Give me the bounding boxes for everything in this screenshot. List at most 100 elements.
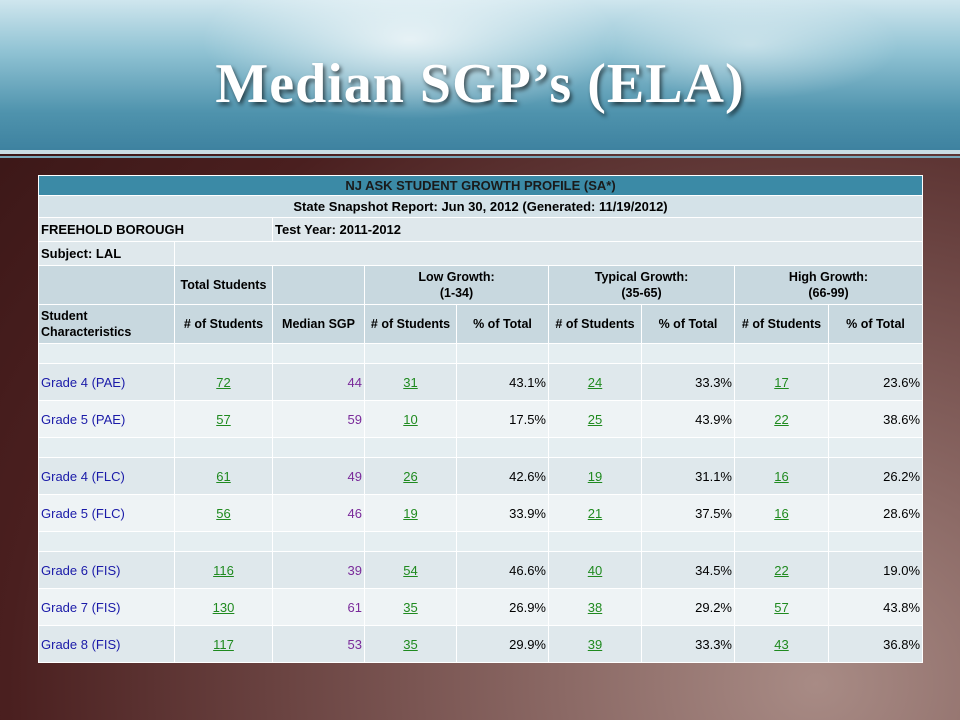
- typical-growth-count-cell: 25: [548, 400, 642, 438]
- low-growth-percent: 26.9%: [456, 588, 549, 626]
- group-typical-growth: Typical Growth: (35-65): [548, 265, 735, 305]
- low-growth-count-link[interactable]: 35: [403, 636, 418, 652]
- median-sgp: 53: [272, 625, 365, 663]
- typical-growth-percent: 33.3%: [641, 625, 735, 663]
- spacer-cell: [734, 531, 829, 552]
- high-growth-count-cell: 22: [734, 551, 829, 589]
- total-students-cell: 72: [174, 363, 273, 401]
- high-growth-count-link[interactable]: 22: [774, 411, 789, 427]
- spacer-cell: [364, 531, 457, 552]
- slide-title: Median SGP’s (ELA): [215, 53, 745, 115]
- spacer-cell: [827, 437, 924, 458]
- row-label: Grade 4 (PAE): [38, 363, 175, 401]
- spacer-row: [38, 437, 924, 458]
- row-label: Grade 8 (FIS): [38, 625, 175, 663]
- col-header: # of Students: [174, 304, 273, 344]
- group-header-row: Total Students Low Growth: (1-34) Typical…: [38, 265, 924, 305]
- high-growth-count-cell: 16: [734, 457, 829, 495]
- typical-growth-count-link[interactable]: 40: [587, 562, 603, 578]
- row-label: Grade 5 (FLC): [38, 494, 175, 532]
- spacer-cell: [38, 531, 175, 552]
- total-students-cell: 117: [174, 625, 273, 663]
- high-growth-count-link[interactable]: 22: [774, 562, 789, 578]
- spacer-cell: [734, 437, 829, 458]
- high-growth-count-link[interactable]: 17: [774, 374, 789, 390]
- col-header: % of Total: [827, 304, 924, 344]
- spacer-cell: [174, 437, 273, 458]
- high-growth-count-link[interactable]: 16: [774, 468, 789, 484]
- col-header: # of Students: [548, 304, 642, 344]
- total-students-link[interactable]: 56: [216, 505, 231, 521]
- column-header-row: Student Characteristics # of Students Me…: [38, 304, 924, 344]
- total-students-link[interactable]: 72: [216, 374, 231, 390]
- snapshot-text: State Snapshot Report: Jun 30, 2012 (Gen…: [37, 195, 924, 218]
- total-students-link[interactable]: 117: [213, 636, 234, 652]
- spacer-cell: [364, 343, 457, 364]
- typical-growth-count-cell: 39: [548, 625, 642, 663]
- total-students-cell: 116: [174, 551, 273, 589]
- subject-row: Subject: LAL: [38, 241, 924, 266]
- total-students-link[interactable]: 130: [212, 599, 235, 615]
- banner-highlight: [600, 0, 900, 100]
- group-low-growth: Low Growth: (1-34): [364, 265, 549, 305]
- typical-growth-count-link[interactable]: 39: [587, 636, 603, 652]
- total-students-link[interactable]: 61: [216, 468, 231, 484]
- total-students-link[interactable]: 116: [213, 562, 234, 578]
- low-growth-percent: 17.5%: [456, 400, 549, 438]
- typical-growth-percent: 37.5%: [641, 494, 735, 532]
- spacer-cell: [364, 437, 457, 458]
- low-growth-count-link[interactable]: 35: [403, 599, 418, 615]
- col-header: % of Total: [641, 304, 735, 344]
- typical-growth-label: Typical Growth:: [594, 270, 689, 284]
- typical-growth-count-link[interactable]: 38: [587, 599, 603, 615]
- group-high-growth: High Growth: (66-99): [733, 265, 924, 305]
- subject-row-spacer: [173, 241, 924, 266]
- spacer-cell: [38, 343, 175, 364]
- spacer-cell: [174, 343, 273, 364]
- typical-growth-count-link[interactable]: 19: [587, 468, 603, 484]
- group-total-students: Total Students: [174, 265, 273, 305]
- low-growth-count-link[interactable]: 10: [403, 411, 418, 427]
- low-growth-count-link[interactable]: 26: [403, 468, 418, 484]
- median-sgp: 49: [272, 457, 365, 495]
- low-growth-count-cell: 10: [364, 400, 457, 438]
- low-growth-count-cell: 31: [364, 363, 457, 401]
- spacer-cell: [734, 343, 829, 364]
- row-label: Grade 7 (FIS): [38, 588, 175, 626]
- low-growth-count-link[interactable]: 54: [403, 562, 418, 578]
- high-growth-count-link[interactable]: 16: [774, 505, 789, 521]
- report-header: NJ ASK STUDENT GROWTH PROFILE (SA*): [37, 175, 924, 196]
- median-sgp: 46: [272, 494, 365, 532]
- median-sgp: 59: [272, 400, 365, 438]
- group-header-blank: [272, 265, 365, 305]
- low-growth-count-link[interactable]: 31: [403, 374, 418, 390]
- snapshot-row: State Snapshot Report: Jun 30, 2012 (Gen…: [37, 195, 924, 218]
- spacer-cell: [548, 437, 642, 458]
- district-row: FREEHOLD BOROUGH Test Year: 2011-2012: [38, 217, 924, 242]
- table-row: Grade 4 (FLC) 61 49 26 42.6% 19 31.1% 16 26.2%: [38, 457, 924, 495]
- low-growth-percent: 29.9%: [456, 625, 549, 663]
- spacer-cell: [272, 531, 365, 552]
- low-growth-count-link[interactable]: 19: [403, 505, 418, 521]
- low-growth-percent: 46.6%: [456, 551, 549, 589]
- high-growth-count-cell: 43: [734, 625, 829, 663]
- table-row: Grade 7 (FIS) 130 61 35 26.9% 38 29.2% 57 43.8%: [38, 588, 924, 626]
- typical-growth-count-link[interactable]: 21: [587, 505, 603, 521]
- low-growth-percent: 43.1%: [456, 363, 549, 401]
- table-row: Grade 6 (FIS) 116 39 54 46.6% 40 34.5% 22 19.0%: [38, 551, 924, 589]
- test-year: Test Year: 2011-2012: [271, 217, 924, 242]
- low-growth-range: (1-34): [439, 286, 474, 300]
- total-students-link[interactable]: 57: [216, 411, 231, 427]
- typical-growth-range: (35-65): [621, 286, 662, 300]
- typical-growth-count-link[interactable]: 24: [587, 374, 603, 390]
- high-growth-count-link[interactable]: 43: [774, 636, 789, 652]
- high-growth-percent: 19.0%: [827, 551, 924, 589]
- banner-divider: [0, 156, 960, 158]
- high-growth-count-cell: 57: [734, 588, 829, 626]
- high-growth-label: High Growth:: [788, 270, 869, 284]
- high-growth-count-link[interactable]: 57: [774, 599, 789, 615]
- spacer-cell: [548, 531, 642, 552]
- row-label: Grade 4 (FLC): [38, 457, 175, 495]
- col-header: # of Students: [734, 304, 829, 344]
- typical-growth-count-link[interactable]: 25: [587, 411, 603, 427]
